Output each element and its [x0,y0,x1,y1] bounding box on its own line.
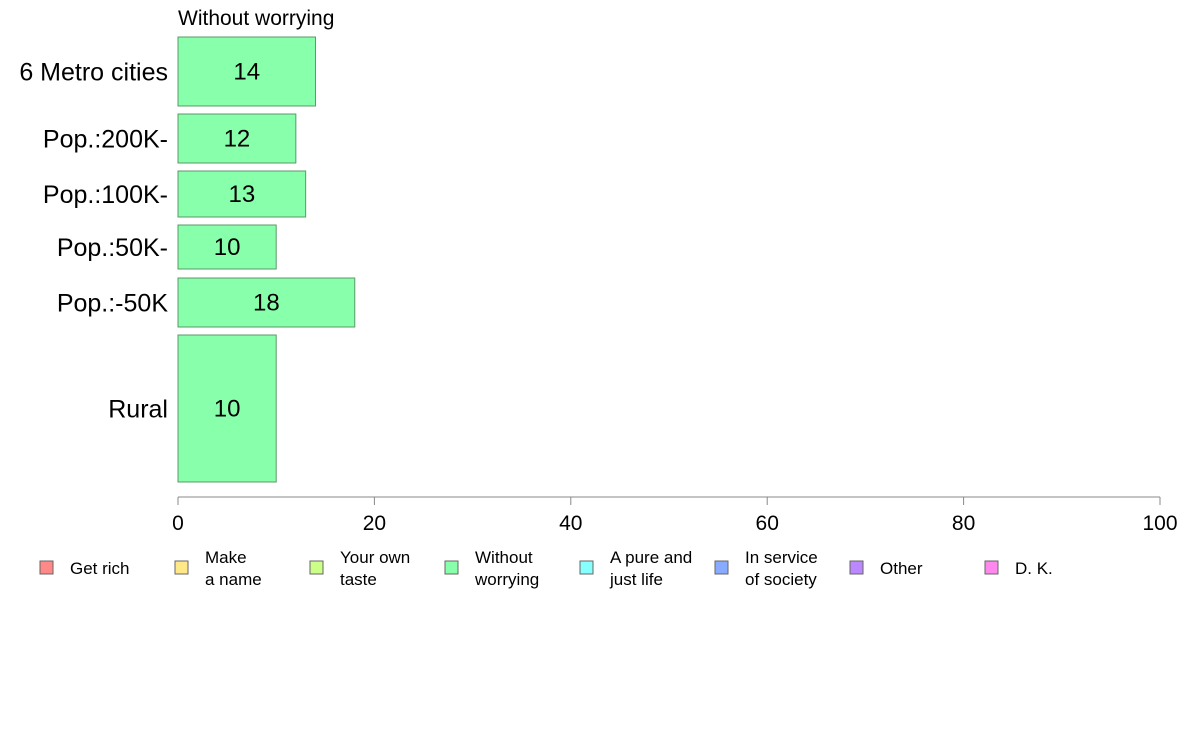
legend: Get rich Make a name Your own taste Without wo… [39,548,1053,589]
legend-label: just life [609,570,663,589]
x-axis: 0 20 40 60 80 100 [172,496,1178,535]
x-tick-label: 80 [952,512,975,535]
x-tick-label: 40 [559,512,582,535]
legend-label: In service [745,548,818,567]
x-tick-label: 20 [363,512,386,535]
legend-label: worrying [474,570,539,589]
category-label: 6 Metro cities [19,59,168,87]
legend-swatch [444,560,459,575]
legend-label: taste [340,570,377,589]
bar [177,277,356,328]
legend-swatch [849,560,864,575]
bar-value-label: 10 [214,234,241,261]
chart-title: Without worrying [178,7,334,30]
legend-label: Without [475,548,533,567]
legend-swatch [39,560,54,575]
bars: 14 6 Metro cities 12 Pop.:200K- 13 Pop.:100K-… [19,36,356,483]
legend-swatch [714,560,729,575]
category-label: Pop.:100K- [43,181,168,209]
legend-label: a name [205,570,262,589]
bar-value-label: 12 [224,126,251,153]
bar [177,113,297,164]
legend-label: Get rich [70,559,130,578]
legend-label: Make [205,548,247,567]
legend-label: D. K. [1015,559,1053,578]
bar-value-label: 13 [228,181,255,208]
category-label: Pop.:200K- [43,126,168,154]
category-label: Pop.:-50K [57,290,169,318]
legend-swatch [579,560,594,575]
legend-swatch [984,560,999,575]
legend-swatch [174,560,189,575]
bar [177,334,277,483]
bar-value-label: 18 [253,290,280,317]
legend-label: Your own [340,548,410,567]
legend-label: A pure and [610,548,692,567]
x-tick-label: 0 [172,512,184,535]
legend-label: Other [880,559,923,578]
bar-value-label: 14 [233,59,260,86]
bar [177,170,307,218]
category-label: Pop.:50K- [57,234,168,262]
category-label: Rural [108,396,168,424]
bar [177,224,277,270]
bar [177,36,316,107]
x-tick-label: 100 [1142,512,1177,535]
x-tick-label: 60 [756,512,779,535]
bar-value-label: 10 [214,396,241,423]
legend-swatch [309,560,324,575]
legend-label: of society [745,570,817,589]
